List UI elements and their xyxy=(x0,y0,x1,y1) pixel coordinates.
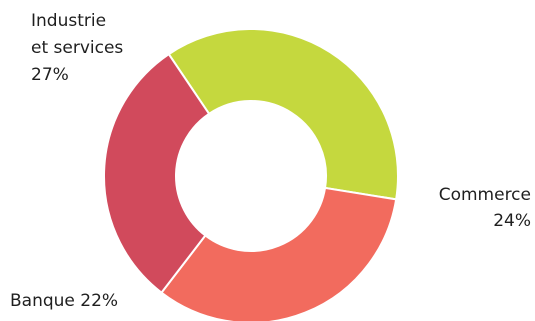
label-industrie-line2: et services xyxy=(31,38,123,58)
slice-industrie xyxy=(167,28,399,201)
donut-slices xyxy=(103,28,399,321)
label-industrie-line1: Industrie xyxy=(31,11,106,31)
label-commerce-value: 24% xyxy=(493,211,531,231)
slice-banque xyxy=(103,52,211,295)
label-industrie-value: 27% xyxy=(31,65,69,85)
label-commerce-line1: Commerce xyxy=(439,185,531,205)
slice-commerce xyxy=(160,186,398,321)
label-banque: Banque 22% xyxy=(10,291,118,311)
